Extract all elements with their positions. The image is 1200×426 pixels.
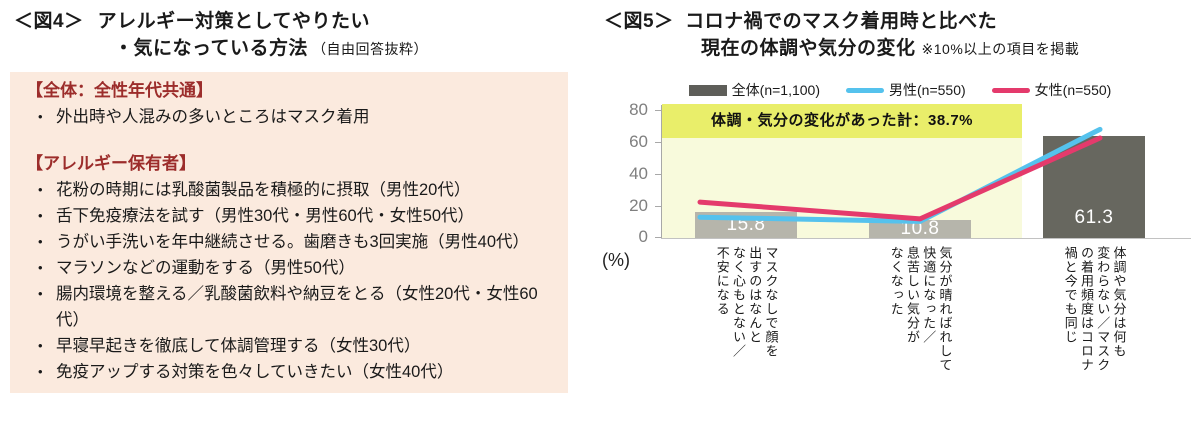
bar-total-cat1: 15.8	[695, 211, 797, 238]
bullet-icon: •	[38, 364, 43, 379]
y-tick-label: 0	[638, 227, 648, 246]
bullet-icon: •	[38, 109, 43, 124]
y-tick-label: 60	[629, 132, 648, 151]
fig4-title-line2: ・気になっている方法 （自由回答抜粋）	[114, 38, 429, 59]
y-tick-label: 80	[629, 100, 648, 119]
y-tick-label: 40	[629, 164, 648, 183]
bullet-icon: •	[38, 260, 43, 275]
legend-line-swatch-female-icon	[991, 87, 1030, 93]
section-heading-allergy: 【アレルギー保有者】	[26, 154, 196, 173]
legend-item-total: 全体(n=1,100)	[688, 80, 820, 100]
section-heading-all: 【全体：全性年代共通】	[26, 81, 213, 100]
y-tick-label: 20	[629, 196, 648, 215]
bullet-icon: •	[38, 234, 43, 249]
y-tick	[655, 174, 661, 175]
figure5-panel: ＜図5＞ コロナ禍でのマスク着用時と比べた 現在の体調や気分の変化 ※10%以上の…	[600, 0, 1200, 426]
section-gap	[26, 130, 538, 151]
legend-item-female: 女性(n=550)	[991, 80, 1112, 100]
annotation-box: 体調・気分の変化があった計：38.7%	[662, 104, 1022, 138]
legend-bar-swatch-icon	[688, 84, 727, 96]
bullet-icon: •	[38, 208, 43, 223]
bar-total-cat2: 10.8	[869, 218, 971, 240]
list-item: • 腸内環境を整える／乳酸菌飲料や納豆をとる（女性20代・女性60代）	[26, 281, 538, 333]
fig5-title-line2: 現在の体調や気分の変化 ※10%以上の項目を掲載	[701, 38, 1080, 59]
y-tick	[655, 142, 661, 143]
fig5-title-line1: ＜図5＞ コロナ禍でのマスク着用時と比べた	[604, 11, 998, 32]
legend-line-swatch-male-icon	[846, 87, 884, 93]
list-item: • 舌下免疫療法を試す（男性30代・男性60代・女性50代）	[26, 203, 538, 229]
bar-value-label: 10.8	[900, 218, 940, 240]
x-axis-line	[661, 238, 1191, 239]
bullet-icon: •	[38, 338, 43, 353]
bar-total-cat3: 61.3	[1043, 136, 1145, 238]
category-label-1: マスクなしで顔を 出すのはなんと なく心もとない／ 不安になる	[714, 246, 779, 358]
legend-item-male: 男性(n=550)	[846, 80, 966, 100]
list-item: • うがい手洗いを年中継続させる。歯磨きも3回実施（男性40代）	[26, 229, 538, 255]
list-item: • 免疫アップする対策を色々していきたい（女性40代）	[26, 359, 538, 385]
y-tick	[655, 206, 661, 207]
list-item: • マラソンなどの運動をする（男性50代）	[26, 255, 538, 281]
list-item: • 外出時や人混みの多いところはマスク着用	[26, 104, 538, 130]
figure4-panel: ＜図4＞ アレルギー対策としてやりたい ・気になっている方法 （自由回答抜粋） 【全…	[10, 8, 590, 393]
legend-label-total: 全体(n=1,100)	[731, 82, 820, 98]
y-axis-line	[661, 105, 662, 238]
list-item: • 花粉の時期には乳酸菌製品を積極的に摂取（男性20代）	[26, 177, 538, 203]
legend-label-male: 男性(n=550)	[889, 82, 966, 98]
bullet-icon: •	[38, 182, 43, 197]
chart-legend: 全体(n=1,100) 男性(n=550) 女性(n=550)	[600, 80, 1200, 100]
y-axis-unit: (%)	[602, 250, 630, 270]
bar-value-label: 15.8	[726, 213, 766, 235]
y-tick	[655, 237, 661, 238]
fig4-title-line1: ＜図4＞ アレルギー対策としてやりたい	[14, 11, 371, 32]
fig4-title-note: （自由回答抜粋）	[312, 41, 429, 57]
category-label-2: 気分が晴ればれして 快適になった／ 息苦しい気分が なくなった	[888, 246, 953, 372]
bar-value-label: 61.3	[1074, 206, 1114, 228]
legend-label-female: 女性(n=550)	[1034, 82, 1112, 98]
y-tick	[655, 110, 661, 111]
list-item: • 早寝早起きを徹底して体調管理する（女性30代）	[26, 333, 538, 359]
fig5-label: ＜図5＞	[604, 11, 674, 32]
bullet-icon: •	[38, 286, 43, 301]
category-label-3: 体調や気分は何も 変わらない／マスク の着用頻度はコロナ 禍と今でも同じ	[1062, 246, 1127, 372]
fig4-answer-box: 【全体：全性年代共通】 • 外出時や人混みの多いところはマスク着用 【アレルギー…	[10, 72, 568, 393]
fig4-label: ＜図4＞	[14, 11, 84, 32]
fig5-title: ＜図5＞ コロナ禍でのマスク着用時と比べた 現在の体調や気分の変化 ※10%以上の…	[604, 8, 1079, 63]
fig4-title: ＜図4＞ アレルギー対策としてやりたい ・気になっている方法 （自由回答抜粋）	[14, 8, 590, 63]
fig5-title-note: ※10%以上の項目を掲載	[921, 41, 1080, 57]
